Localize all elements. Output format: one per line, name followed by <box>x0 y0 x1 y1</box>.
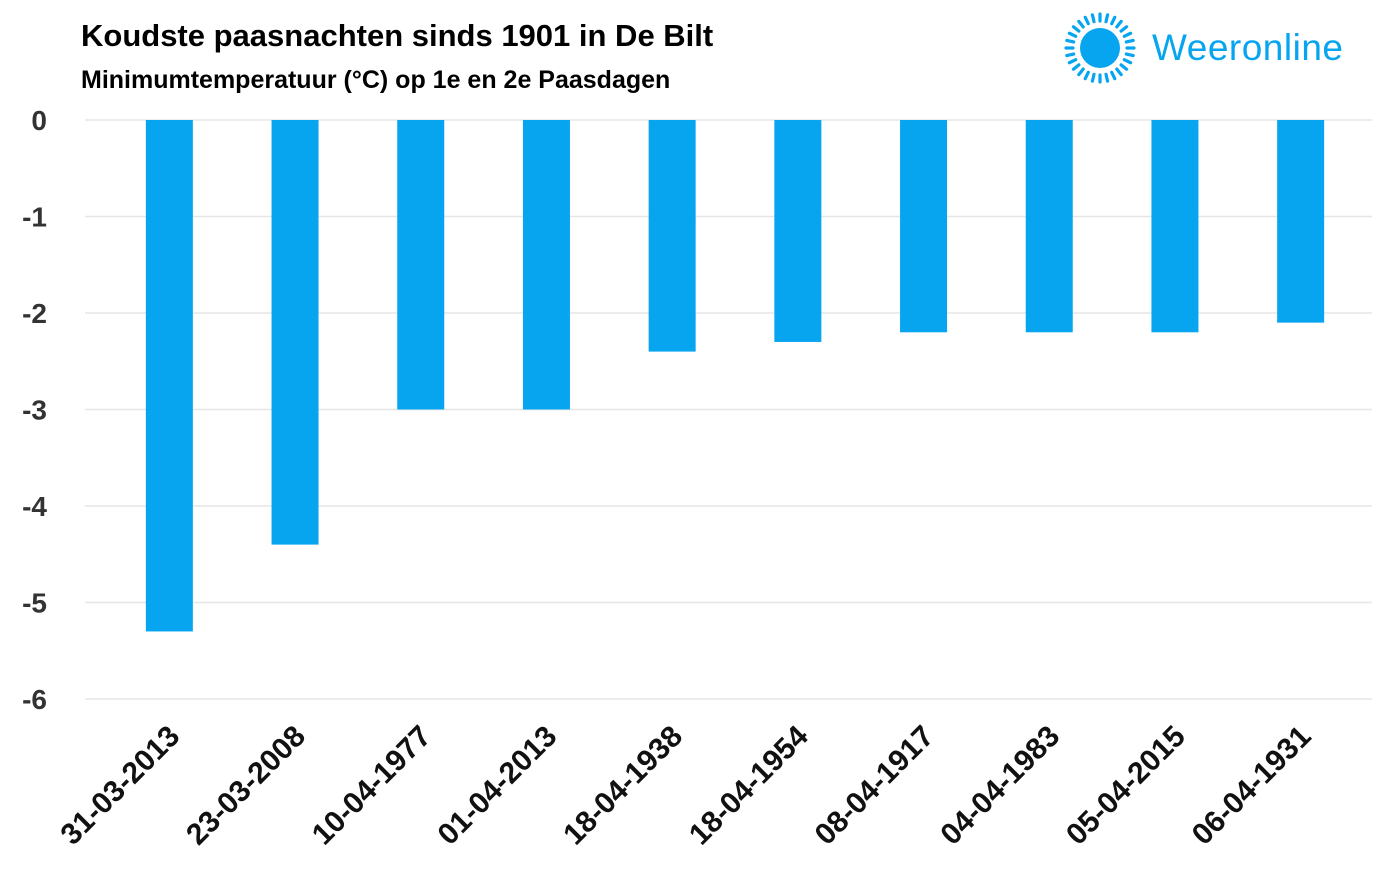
sun-ray <box>1065 38 1076 44</box>
sun-ray <box>1115 19 1123 29</box>
x-tick-label: 04-04-1983 <box>934 720 1066 852</box>
chart-subtitle: Minimumtemperatuur (°C) op 1e en 2e Paas… <box>81 66 671 94</box>
sun-ray <box>1124 38 1135 44</box>
x-tick-label: 10-04-1977 <box>306 720 438 852</box>
y-tick-label: -6 <box>22 684 47 715</box>
y-tick-label: -2 <box>22 298 47 329</box>
y-tick-label: -3 <box>22 395 47 426</box>
sun-ray <box>1077 19 1085 29</box>
x-tick-label: 31-03-2013 <box>54 720 186 852</box>
sun-ray <box>1067 58 1078 65</box>
x-axis-ticks: 31-03-201323-03-200810-04-197701-04-2013… <box>54 719 1317 851</box>
bar <box>900 120 948 333</box>
sun-ray <box>1110 15 1117 26</box>
sun-icon <box>1064 12 1136 84</box>
sun-ray <box>1090 13 1096 24</box>
sun-ray <box>1077 67 1085 77</box>
sun-ray <box>1110 70 1117 81</box>
chart-title: Koudste paasnachten sinds 1901 in De Bil… <box>81 18 714 53</box>
sun-ray <box>1119 63 1129 71</box>
sun-ray <box>1071 25 1081 33</box>
sun-ray <box>1119 25 1129 33</box>
sun-ray <box>1071 63 1081 71</box>
bar <box>145 120 193 632</box>
bar <box>1025 120 1073 333</box>
sun-ray <box>1083 15 1090 26</box>
bar <box>397 120 445 410</box>
sun-ray <box>1104 72 1110 83</box>
sun-ray <box>1104 13 1110 24</box>
x-tick-label: 05-04-2015 <box>1060 720 1192 852</box>
x-tick-label: 18-04-1938 <box>557 720 689 852</box>
x-tick-label: 18-04-1954 <box>683 719 815 851</box>
sun-ray <box>1124 52 1135 58</box>
sun-ray <box>1065 52 1076 58</box>
brand-logo: Weeronline <box>1062 10 1343 86</box>
x-tick-label: 08-04-1917 <box>809 720 941 852</box>
x-tick-label: 06-04-1931 <box>1186 720 1318 852</box>
y-tick-label: -1 <box>22 202 47 233</box>
bar <box>522 120 570 410</box>
bar <box>1151 120 1199 333</box>
sun-ray <box>1122 31 1133 38</box>
bar <box>648 120 696 352</box>
bar <box>1277 120 1325 323</box>
bar <box>774 120 822 342</box>
bars <box>145 120 1325 632</box>
sun-ray <box>1122 58 1133 65</box>
x-tick-label: 23-03-2008 <box>180 720 312 852</box>
sun-ray <box>1083 70 1090 81</box>
brand-name: Weeronline <box>1152 27 1344 68</box>
bar <box>271 120 319 545</box>
y-tick-label: -4 <box>22 491 47 522</box>
sun-ray <box>1090 72 1096 83</box>
y-tick-label: 0 <box>31 105 47 136</box>
y-tick-label: -5 <box>22 588 47 619</box>
y-axis-ticks: 0 -1 -2 -3 -4 -5 -6 <box>22 105 47 715</box>
sun-ray <box>1115 67 1123 77</box>
sun-ray <box>1067 31 1078 38</box>
x-tick-label: 01-04-2013 <box>432 720 564 852</box>
